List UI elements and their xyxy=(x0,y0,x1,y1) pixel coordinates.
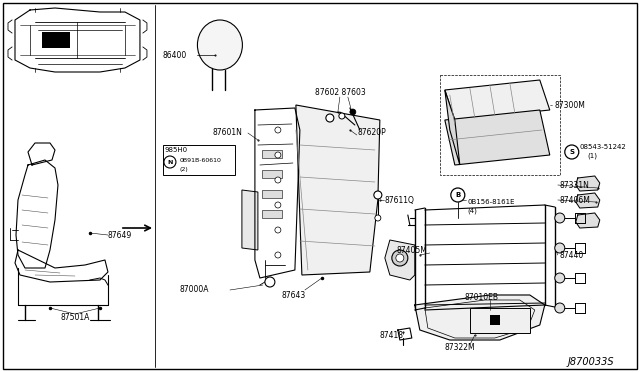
Text: 87643: 87643 xyxy=(282,291,306,299)
Bar xyxy=(490,315,500,325)
Bar xyxy=(42,32,70,48)
Text: 87501A: 87501A xyxy=(60,314,90,323)
Circle shape xyxy=(275,177,281,183)
Text: 985H0: 985H0 xyxy=(165,147,188,153)
Bar xyxy=(262,170,282,178)
Bar xyxy=(262,210,282,218)
Text: 87010EB: 87010EB xyxy=(465,292,499,301)
Circle shape xyxy=(275,127,281,133)
Text: S: S xyxy=(569,149,574,155)
Text: B: B xyxy=(455,192,460,198)
Text: 87406M: 87406M xyxy=(560,196,591,205)
Circle shape xyxy=(392,250,408,266)
Ellipse shape xyxy=(197,20,243,70)
Text: (1): (1) xyxy=(588,153,598,159)
Circle shape xyxy=(555,303,564,313)
Circle shape xyxy=(275,202,281,208)
Text: 87322M: 87322M xyxy=(445,343,475,353)
Polygon shape xyxy=(576,176,600,191)
Polygon shape xyxy=(576,213,600,228)
Circle shape xyxy=(326,114,334,122)
Text: 08543-51242: 08543-51242 xyxy=(580,144,627,150)
Polygon shape xyxy=(445,90,460,165)
Circle shape xyxy=(396,254,404,262)
Circle shape xyxy=(564,145,579,159)
Bar xyxy=(470,308,530,333)
Text: 87331N: 87331N xyxy=(560,180,589,189)
Polygon shape xyxy=(415,295,545,340)
Text: (2): (2) xyxy=(180,167,189,171)
Bar xyxy=(163,145,235,175)
Text: 87611Q: 87611Q xyxy=(385,196,415,205)
Circle shape xyxy=(374,191,382,199)
Text: 87300M: 87300M xyxy=(555,100,586,109)
Polygon shape xyxy=(576,193,600,208)
Circle shape xyxy=(555,213,564,223)
Bar xyxy=(262,190,282,198)
Text: 87649: 87649 xyxy=(108,231,132,240)
Text: 87620P: 87620P xyxy=(358,128,387,137)
Text: 87440: 87440 xyxy=(560,250,584,260)
Polygon shape xyxy=(296,105,380,275)
Text: 87405M: 87405M xyxy=(397,246,428,254)
Circle shape xyxy=(555,273,564,283)
Text: 86400: 86400 xyxy=(163,51,187,60)
Bar xyxy=(262,150,282,158)
Circle shape xyxy=(375,215,381,221)
Text: 0B156-8161E: 0B156-8161E xyxy=(468,199,515,205)
Text: (4): (4) xyxy=(468,208,477,214)
Text: 87601N: 87601N xyxy=(213,128,243,137)
Circle shape xyxy=(350,109,356,115)
Polygon shape xyxy=(242,190,258,250)
Circle shape xyxy=(555,243,564,253)
Text: N: N xyxy=(167,160,173,164)
Circle shape xyxy=(164,156,176,168)
Text: 87418: 87418 xyxy=(380,330,404,340)
Text: 87602 87603: 87602 87603 xyxy=(315,87,365,96)
Circle shape xyxy=(451,188,465,202)
Text: J870033S: J870033S xyxy=(568,357,614,367)
Circle shape xyxy=(275,152,281,158)
Circle shape xyxy=(339,113,345,119)
Polygon shape xyxy=(385,240,415,280)
Circle shape xyxy=(265,277,275,287)
Bar xyxy=(440,75,560,175)
Polygon shape xyxy=(445,80,550,120)
Circle shape xyxy=(275,227,281,233)
Circle shape xyxy=(275,252,281,258)
Polygon shape xyxy=(445,110,550,165)
Text: 87000A: 87000A xyxy=(180,285,209,295)
Text: 0B91B-60610: 0B91B-60610 xyxy=(180,157,222,163)
